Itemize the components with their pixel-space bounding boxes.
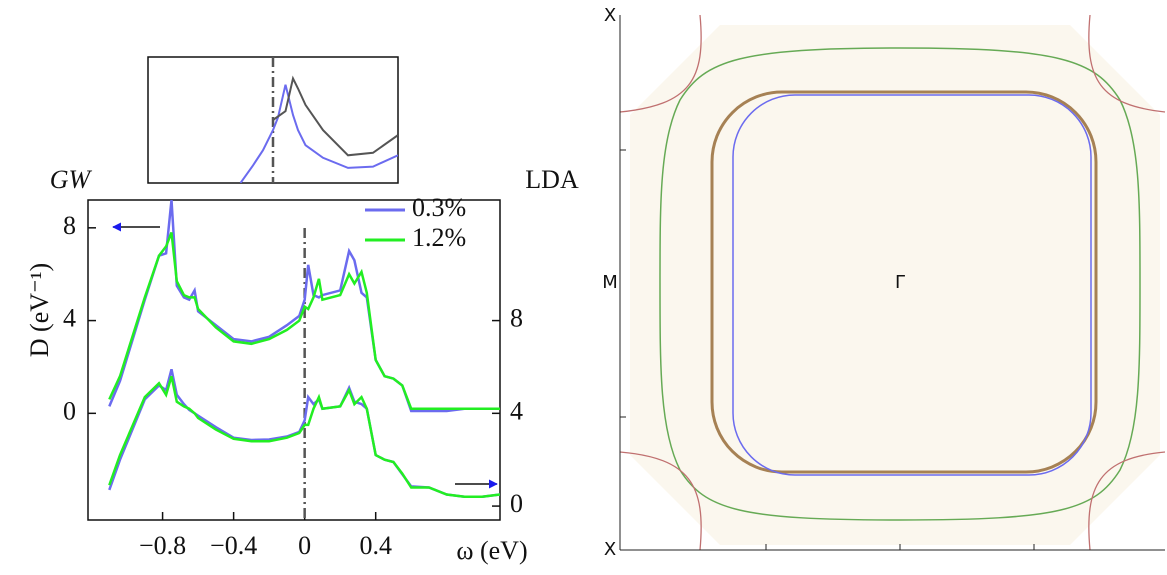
y-axis-label: D (eV⁻¹) [25,263,54,357]
x-tick-label: 0 [298,531,311,560]
y2-tick-label: 4 [510,396,523,425]
figure: X M Γ X GW LDA D (eV⁻¹) ω (eV) −0.8 −0.4 0… [0,0,1167,575]
point-label: M [602,272,618,293]
y-tick-label: 0 [63,396,76,425]
legend-label: 1.2% [412,223,466,252]
x-tick-label: −0.8 [139,531,186,560]
point-label: Γ [895,272,905,293]
y-tick-label: 4 [63,304,76,333]
x-axis-label: ω (eV) [456,536,527,565]
y2-tick-label: 0 [510,489,523,518]
x-tick-label: 0.4 [359,531,392,560]
point-label: X [604,539,616,560]
data-line [241,85,399,183]
x-tick-label: −0.4 [210,531,257,560]
point-label: X [604,5,616,26]
legend-label: 0.3% [412,193,466,222]
y2-tick-label: 8 [510,304,523,333]
y-tick-label: 8 [63,211,76,240]
left-axis-label: GW [50,165,93,194]
data-line [273,78,398,155]
right-axis-label: LDA [525,165,579,194]
fermi-map: X M Γ X [602,5,1165,560]
